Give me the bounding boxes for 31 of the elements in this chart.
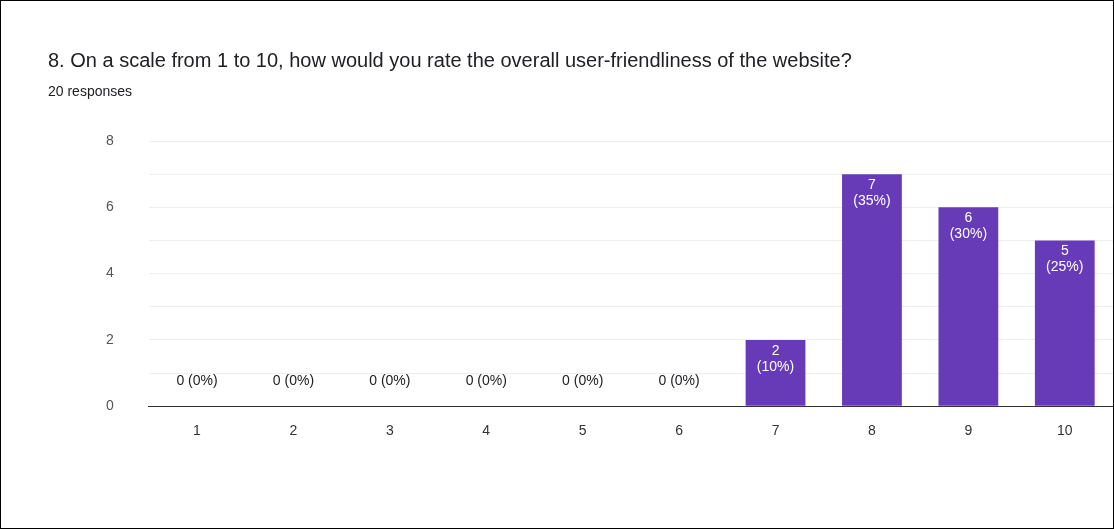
y-tick-label: 8 xyxy=(105,131,114,148)
bar xyxy=(938,207,999,406)
data-label: 0 (0%) xyxy=(176,372,218,389)
bar xyxy=(1034,240,1095,406)
x-tick-label: 10 xyxy=(1057,422,1073,439)
data-label: 0 (0%) xyxy=(272,372,315,389)
bar xyxy=(842,174,902,406)
data-label: 6 (30%) xyxy=(949,209,988,242)
y-tick-label: 4 xyxy=(105,264,114,281)
x-tick-label: 2 xyxy=(289,422,298,439)
x-tick-label: 7 xyxy=(771,422,780,439)
chart-title: 8. On a scale from 1 to 10, how would you rate the overall user-friendliness of the website? xyxy=(48,49,852,72)
x-tick-label: 5 xyxy=(578,422,587,439)
chart-subtitle: 20 responses xyxy=(48,83,133,99)
data-label: 7 (35%) xyxy=(853,176,891,209)
y-tick-label: 2 xyxy=(105,330,114,347)
x-tick-label: 8 xyxy=(868,422,877,439)
x-tick-label: 6 xyxy=(675,422,684,439)
data-label: 5 (25%) xyxy=(1046,242,1084,275)
x-tick-label: 3 xyxy=(385,422,394,439)
x-tick-label: 4 xyxy=(482,422,491,439)
bar xyxy=(745,339,806,406)
x-tick-label: 1 xyxy=(193,422,202,439)
data-label: 0 (0%) xyxy=(465,372,507,389)
x-tick-label: 9 xyxy=(964,422,973,439)
data-label: 2 (10%) xyxy=(756,341,795,374)
y-tick-label: 0 xyxy=(105,397,114,414)
data-label: 0 (0%) xyxy=(658,372,700,389)
data-label: 0 (0%) xyxy=(562,372,604,389)
data-label: 0 (0%) xyxy=(369,372,411,389)
y-tick-label: 6 xyxy=(105,198,114,215)
